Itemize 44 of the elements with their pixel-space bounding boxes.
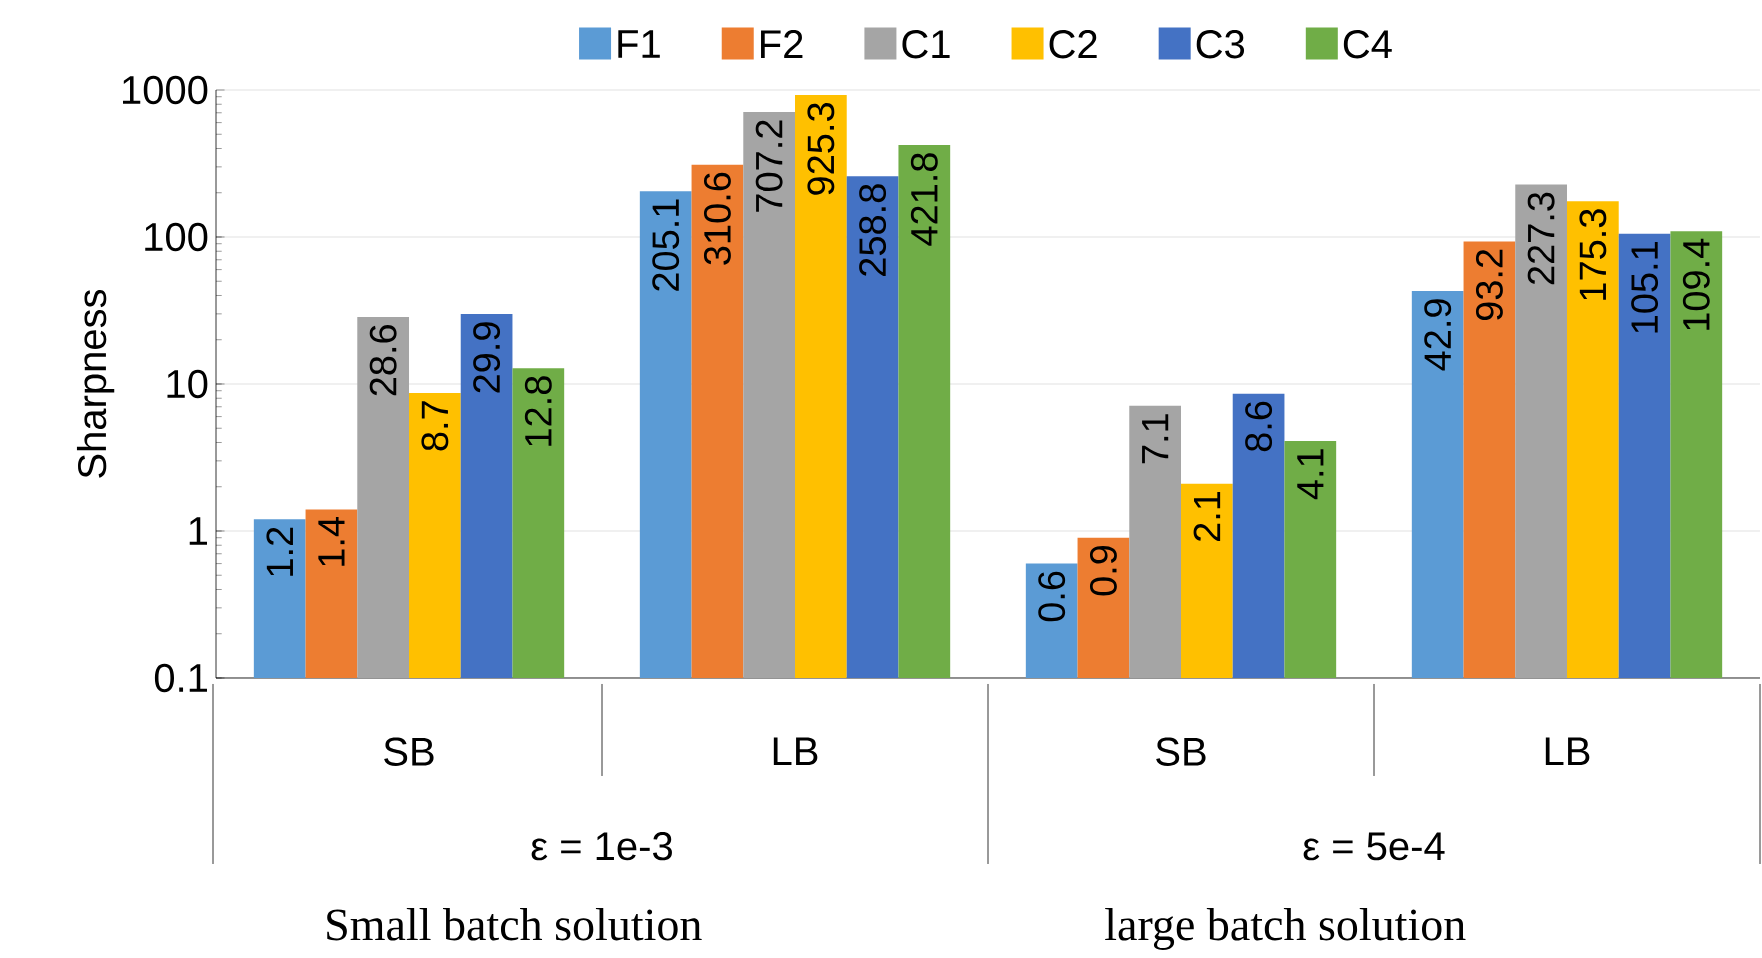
text: Small batch solution: [327, 908, 702, 941]
data-label: 8.6: [1245, 401, 1273, 452]
y-tick-label: 10: [167, 369, 208, 399]
data-label: 1.2: [266, 527, 293, 576]
data-label: 105.1: [1631, 242, 1659, 333]
x-tick-label: LB: [1545, 737, 1590, 766]
data-label: 8.7: [421, 401, 449, 451]
x-tick-label: SB: [1156, 737, 1206, 766]
data-label: 42.9: [1424, 299, 1452, 371]
data-label: 109.4: [1682, 238, 1710, 330]
data-label: 925.3: [807, 103, 835, 195]
data-label: 0.6: [1038, 571, 1066, 622]
data-label: 1.4: [318, 517, 345, 566]
data-label: 175.3: [1579, 209, 1607, 300]
data-label: 258.8: [859, 184, 887, 276]
legend-label: C1: [902, 30, 950, 59]
text: ε = 5e-4: [1303, 832, 1445, 861]
text: ε = 1e-3: [531, 832, 672, 861]
y-tick-label: 1000: [123, 75, 208, 105]
data-label: 7.1: [1142, 414, 1169, 464]
data-label: 227.3: [1527, 192, 1555, 285]
legend-label: C3: [1196, 30, 1245, 59]
data-label: 12.8: [524, 376, 552, 446]
data-label: 310.6: [703, 172, 731, 265]
text: large batch solution: [1105, 908, 1466, 950]
data-label: 93.2: [1475, 249, 1503, 321]
legend-label: C4: [1343, 30, 1392, 59]
x-tick-label: SB: [384, 737, 434, 766]
legend-label: C2: [1049, 30, 1097, 59]
legend-label: F2: [761, 30, 803, 59]
data-label: 29.9: [473, 322, 501, 393]
data-label: 0.9: [1089, 545, 1117, 596]
legend-label: F1: [618, 30, 660, 58]
data-label: 205.1: [652, 199, 680, 291]
data-label: 4.1: [1297, 449, 1324, 500]
x-tick-label: LB: [773, 737, 818, 766]
y-tick-label: 100: [145, 222, 208, 252]
data-label: 28.6: [369, 325, 397, 396]
y-tick-label: 0.1: [154, 663, 207, 693]
y-tick-label: 1: [189, 517, 207, 545]
data-label: 421.8: [910, 153, 938, 246]
y-axis-title: Sharpness: [76, 289, 115, 478]
data-label: 707.2: [755, 120, 783, 212]
data-label: 2.1: [1193, 491, 1221, 541]
